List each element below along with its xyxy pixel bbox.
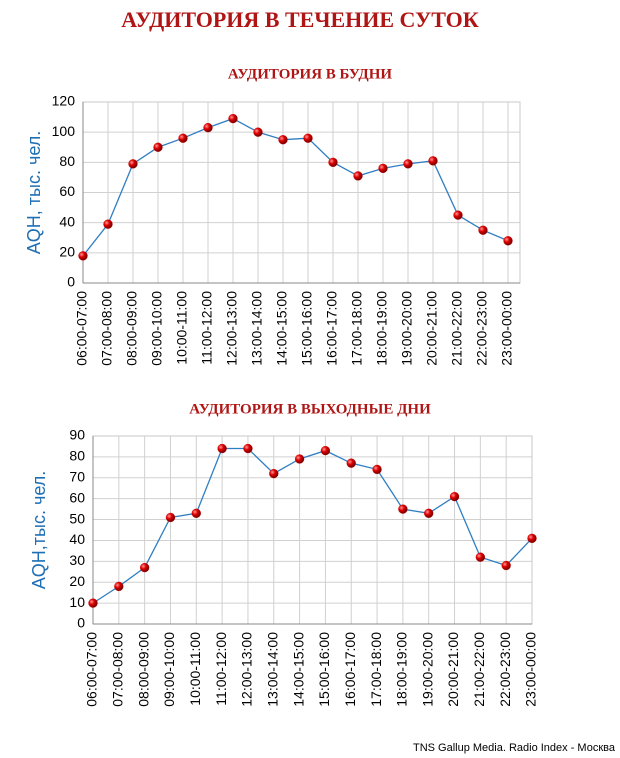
marker xyxy=(320,445,331,456)
x-tick-label: 18:00-19:00 xyxy=(394,632,410,707)
x-tick-label: 19:00-20:00 xyxy=(419,632,435,707)
y-tick-label: 40 xyxy=(69,531,85,547)
x-tick-label: 09:00-10:00 xyxy=(161,632,177,707)
y-tick-label: 20 xyxy=(69,573,85,589)
y-tick-label: 100 xyxy=(52,123,76,139)
y-tick-label: 60 xyxy=(59,183,75,199)
x-tick-label: 07:00-08:00 xyxy=(110,632,126,707)
x-tick-label: 11:00-12:00 xyxy=(199,291,215,365)
x-tick-label: 16:00-17:00 xyxy=(342,632,358,707)
x-tick-label: 21:00-22:00 xyxy=(449,291,465,366)
x-tick-label: 08:00-09:00 xyxy=(135,632,151,707)
x-tick-label: 19:00-20:00 xyxy=(399,291,415,366)
x-tick-label: 18:00-19:00 xyxy=(374,291,390,366)
y-axis-label: AQH,тыс. чел. xyxy=(29,471,49,590)
marker xyxy=(346,458,356,468)
marker xyxy=(153,142,163,152)
x-tick-label: 06:00-07:00 xyxy=(84,632,100,707)
marker xyxy=(398,504,408,514)
page-title: АУДИТОРИЯ В ТЕЧЕНИЕ СУТОК xyxy=(121,7,479,32)
marker xyxy=(203,122,213,133)
x-tick-label: 12:00-13:00 xyxy=(239,632,255,707)
x-tick-label: 12:00-13:00 xyxy=(224,291,240,366)
x-tick-label: 15:00-16:00 xyxy=(316,632,332,707)
y-tick-label: 0 xyxy=(67,274,75,290)
marker xyxy=(178,133,188,143)
marker xyxy=(114,581,124,592)
x-tick-label: 11:00-12:00 xyxy=(213,632,229,706)
y-tick-label: 80 xyxy=(69,448,85,464)
x-tick-label: 23:00-00:00 xyxy=(499,291,515,366)
marker xyxy=(88,598,98,608)
marker xyxy=(478,225,488,235)
x-tick-label: 17:00-18:00 xyxy=(349,291,365,366)
plot-border xyxy=(92,435,533,625)
x-tick-label: 17:00-18:00 xyxy=(368,632,384,707)
x-tick-label: 13:00-14:00 xyxy=(249,291,265,366)
marker xyxy=(428,156,438,166)
chart-title: АУДИТОРИЯ В ВЫХОДНЫЕ ДНИ xyxy=(189,401,431,417)
y-tick-label: 90 xyxy=(69,427,85,443)
marker xyxy=(228,113,238,124)
marker xyxy=(475,552,486,562)
y-tick-label: 60 xyxy=(69,489,85,505)
marker xyxy=(294,454,305,464)
y-tick-label: 10 xyxy=(69,594,85,610)
marker xyxy=(217,443,227,454)
y-axis-label: AQH, тыс. чел. xyxy=(24,131,44,255)
marker xyxy=(449,491,460,502)
marker xyxy=(139,562,150,573)
marker xyxy=(378,163,388,174)
x-tick-label: 20:00-21:00 xyxy=(424,291,440,366)
y-tick-label: 40 xyxy=(59,213,75,229)
marker xyxy=(103,219,113,229)
marker xyxy=(527,533,537,544)
x-tick-label: 10:00-11:00 xyxy=(187,632,203,706)
y-tick-label: 0 xyxy=(77,615,85,631)
chart-title: АУДИТОРИЯ В БУДНИ xyxy=(228,66,393,82)
x-tick-label: 15:00-16:00 xyxy=(299,291,315,366)
x-tick-label: 22:00-23:00 xyxy=(474,291,490,366)
x-tick-label: 21:00-22:00 xyxy=(471,632,487,707)
marker xyxy=(278,135,288,145)
marker xyxy=(191,508,201,518)
x-tick-label: 16:00-17:00 xyxy=(324,291,340,366)
y-tick-label: 30 xyxy=(69,552,85,568)
marker xyxy=(328,157,338,167)
marker xyxy=(353,171,363,181)
marker xyxy=(372,464,382,475)
y-tick-label: 80 xyxy=(59,153,75,169)
marker xyxy=(78,251,88,261)
source: TNS Gallup Media. Radio Index - Москва xyxy=(413,742,616,754)
marker xyxy=(453,210,463,220)
x-tick-label: 14:00-15:00 xyxy=(274,291,290,366)
marker xyxy=(424,508,434,518)
y-tick-label: 70 xyxy=(69,468,85,484)
y-tick-label: 120 xyxy=(52,93,76,109)
y-tick-label: 50 xyxy=(69,510,85,526)
x-tick-label: 09:00-10:00 xyxy=(149,291,165,366)
marker xyxy=(269,468,279,479)
x-tick-label: 07:00-08:00 xyxy=(99,291,115,366)
x-tick-label: 10:00-11:00 xyxy=(174,291,190,365)
x-tick-label: 14:00-15:00 xyxy=(290,632,306,707)
x-tick-label: 06:00-07:00 xyxy=(74,291,90,366)
marker xyxy=(243,443,253,454)
x-tick-label: 20:00-21:00 xyxy=(445,632,461,707)
x-tick-label: 23:00-00:00 xyxy=(523,632,539,707)
marker xyxy=(128,159,138,169)
line xyxy=(82,117,509,257)
marker xyxy=(253,127,263,137)
marker xyxy=(501,560,511,571)
x-tick-label: 13:00-14:00 xyxy=(264,632,280,707)
line xyxy=(92,447,533,604)
marker xyxy=(403,159,413,169)
marker xyxy=(503,236,513,246)
x-tick-label: 08:00-09:00 xyxy=(124,291,140,366)
x-tick-label: 22:00-23:00 xyxy=(497,632,513,707)
y-tick-label: 20 xyxy=(59,244,75,260)
marker xyxy=(165,512,176,523)
marker xyxy=(303,133,313,143)
